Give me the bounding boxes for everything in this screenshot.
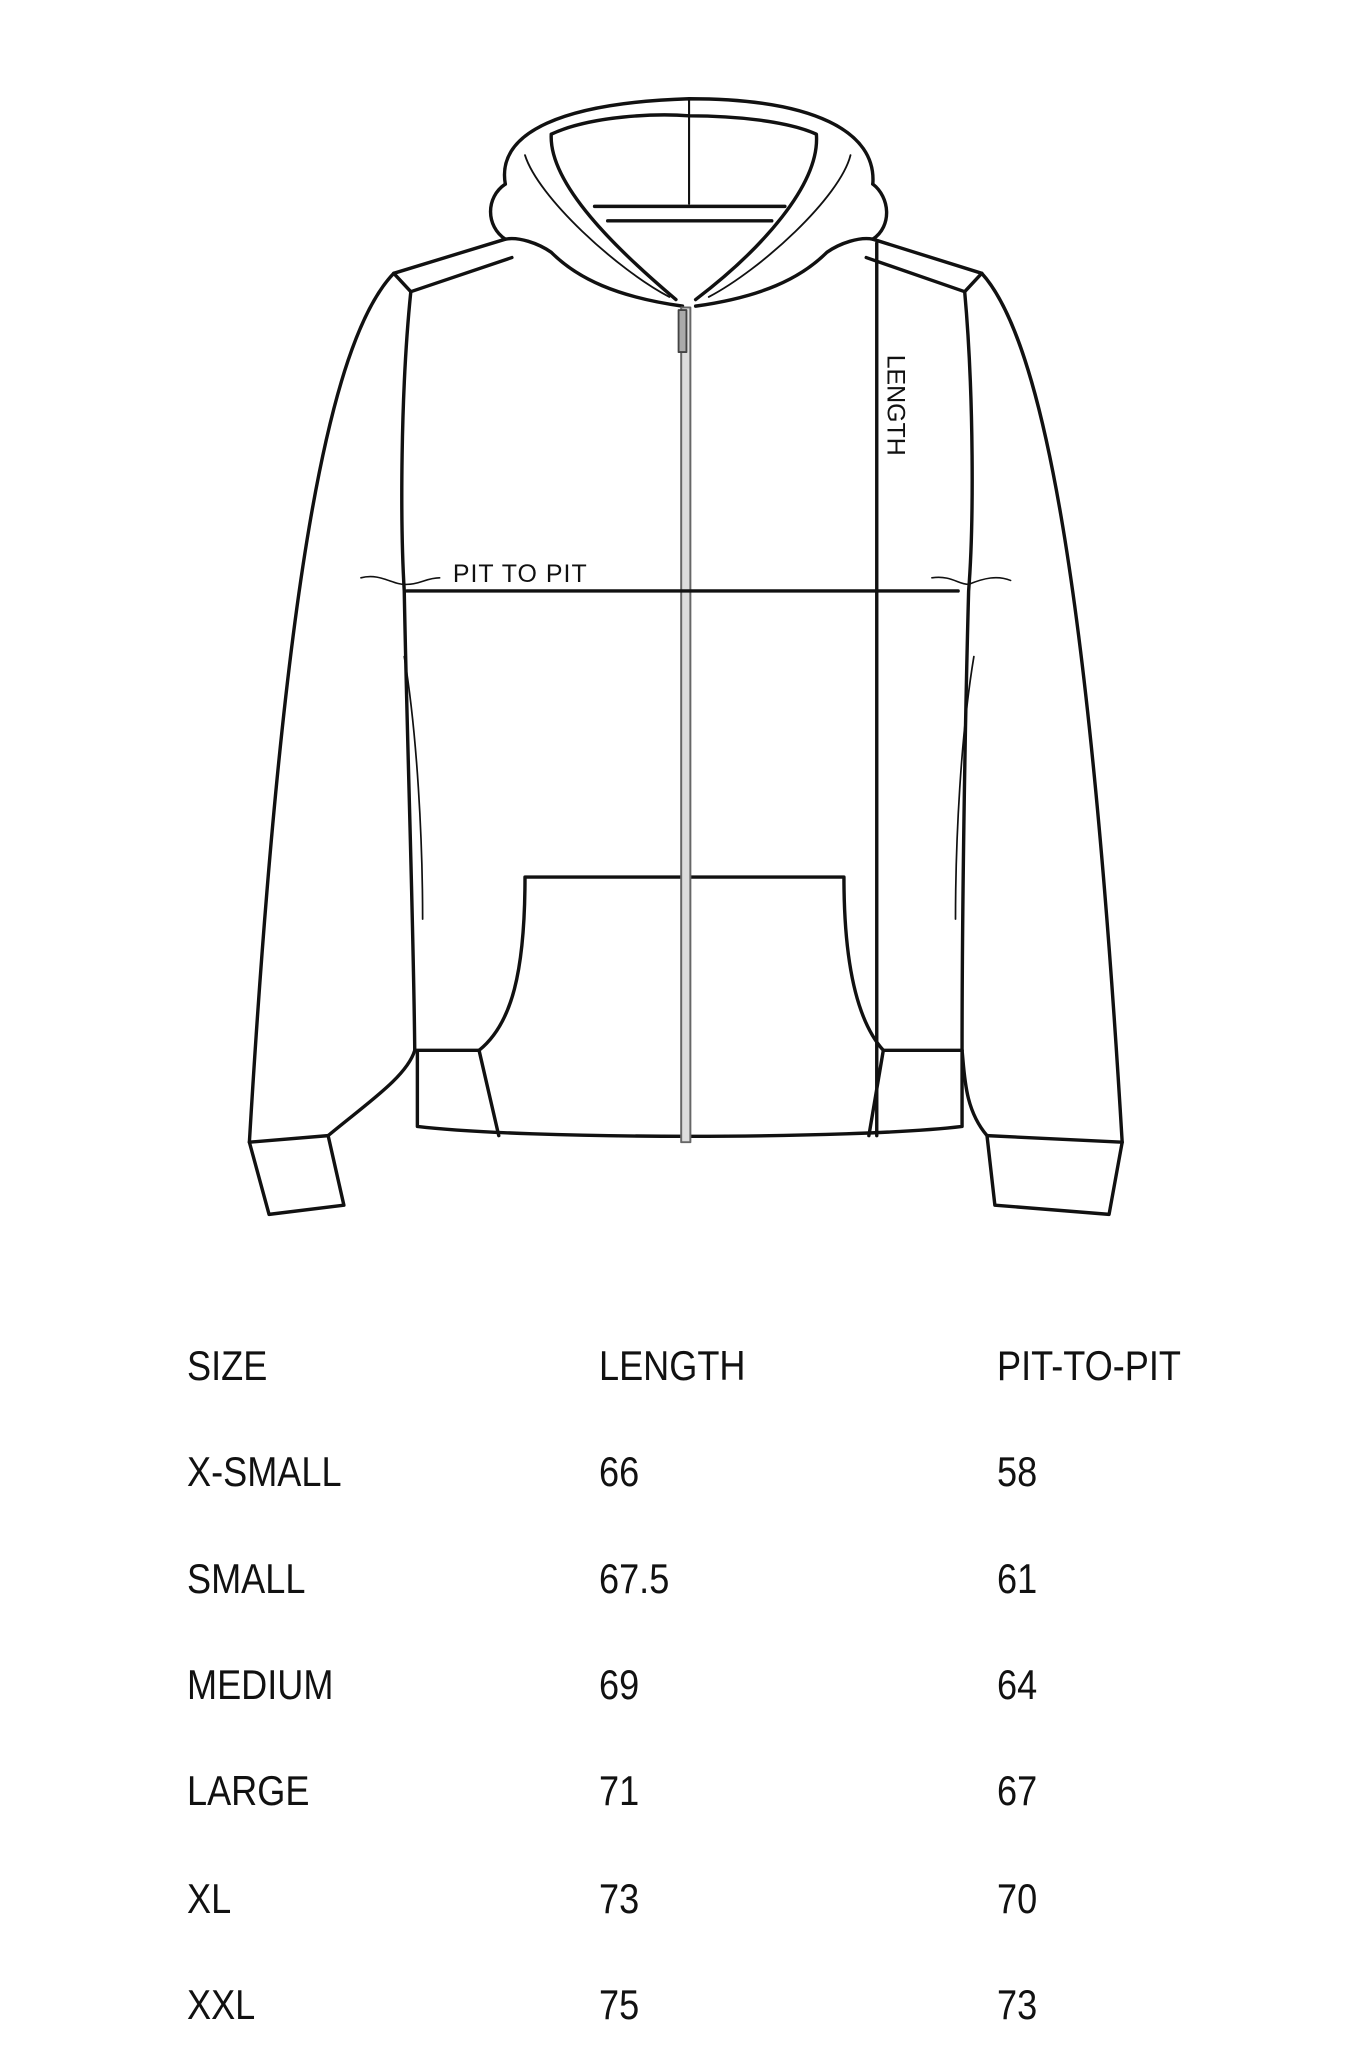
length-cell: 71 <box>599 1767 640 1814</box>
zipper-pull <box>677 309 688 353</box>
size-cell: MEDIUM <box>187 1661 334 1708</box>
body-right-side <box>960 289 974 1053</box>
right-sleeve <box>960 271 1124 1217</box>
hood-inner-right <box>707 154 852 298</box>
hood-right-side <box>693 182 889 308</box>
pit-to-pit-cell: 67 <box>997 1767 1038 1814</box>
size-cell: SMALL <box>187 1555 306 1602</box>
size-cell: XL <box>187 1875 232 1922</box>
length-cell: 67.5 <box>599 1555 670 1602</box>
zipper <box>680 306 692 1144</box>
length-label: LENGTH <box>881 355 909 456</box>
hood-left-side <box>489 182 685 308</box>
pit-to-pit-cell: 70 <box>997 1875 1038 1922</box>
pit-to-pit-cell: 58 <box>997 1448 1038 1495</box>
length-cell: 75 <box>599 1981 640 2028</box>
pit-to-pit-cell: 64 <box>997 1661 1038 1708</box>
header-pit-to-pit: PIT-TO-PIT <box>997 1342 1181 1389</box>
hoodie-diagram: LENGTH PIT TO PIT <box>247 97 1124 1217</box>
length-cell: 66 <box>599 1448 640 1495</box>
hood-inner-opening <box>549 113 819 302</box>
header-size: SIZE <box>187 1342 268 1389</box>
hood-inner-left <box>524 154 671 298</box>
pit-to-pit-label: PIT TO PIT <box>453 560 587 588</box>
length-cell: 73 <box>599 1875 640 1922</box>
size-cell: X-SMALL <box>187 1448 342 1495</box>
size-cell: XXL <box>187 1981 256 2028</box>
pit-to-pit-cell: 61 <box>997 1555 1038 1602</box>
length-cell: 69 <box>599 1661 640 1708</box>
left-sleeve <box>247 271 417 1217</box>
pit-to-pit-cell: 73 <box>997 1981 1038 2028</box>
header-length: LENGTH <box>599 1342 746 1389</box>
body-left-side <box>400 289 417 1053</box>
size-cell: LARGE <box>187 1767 310 1814</box>
